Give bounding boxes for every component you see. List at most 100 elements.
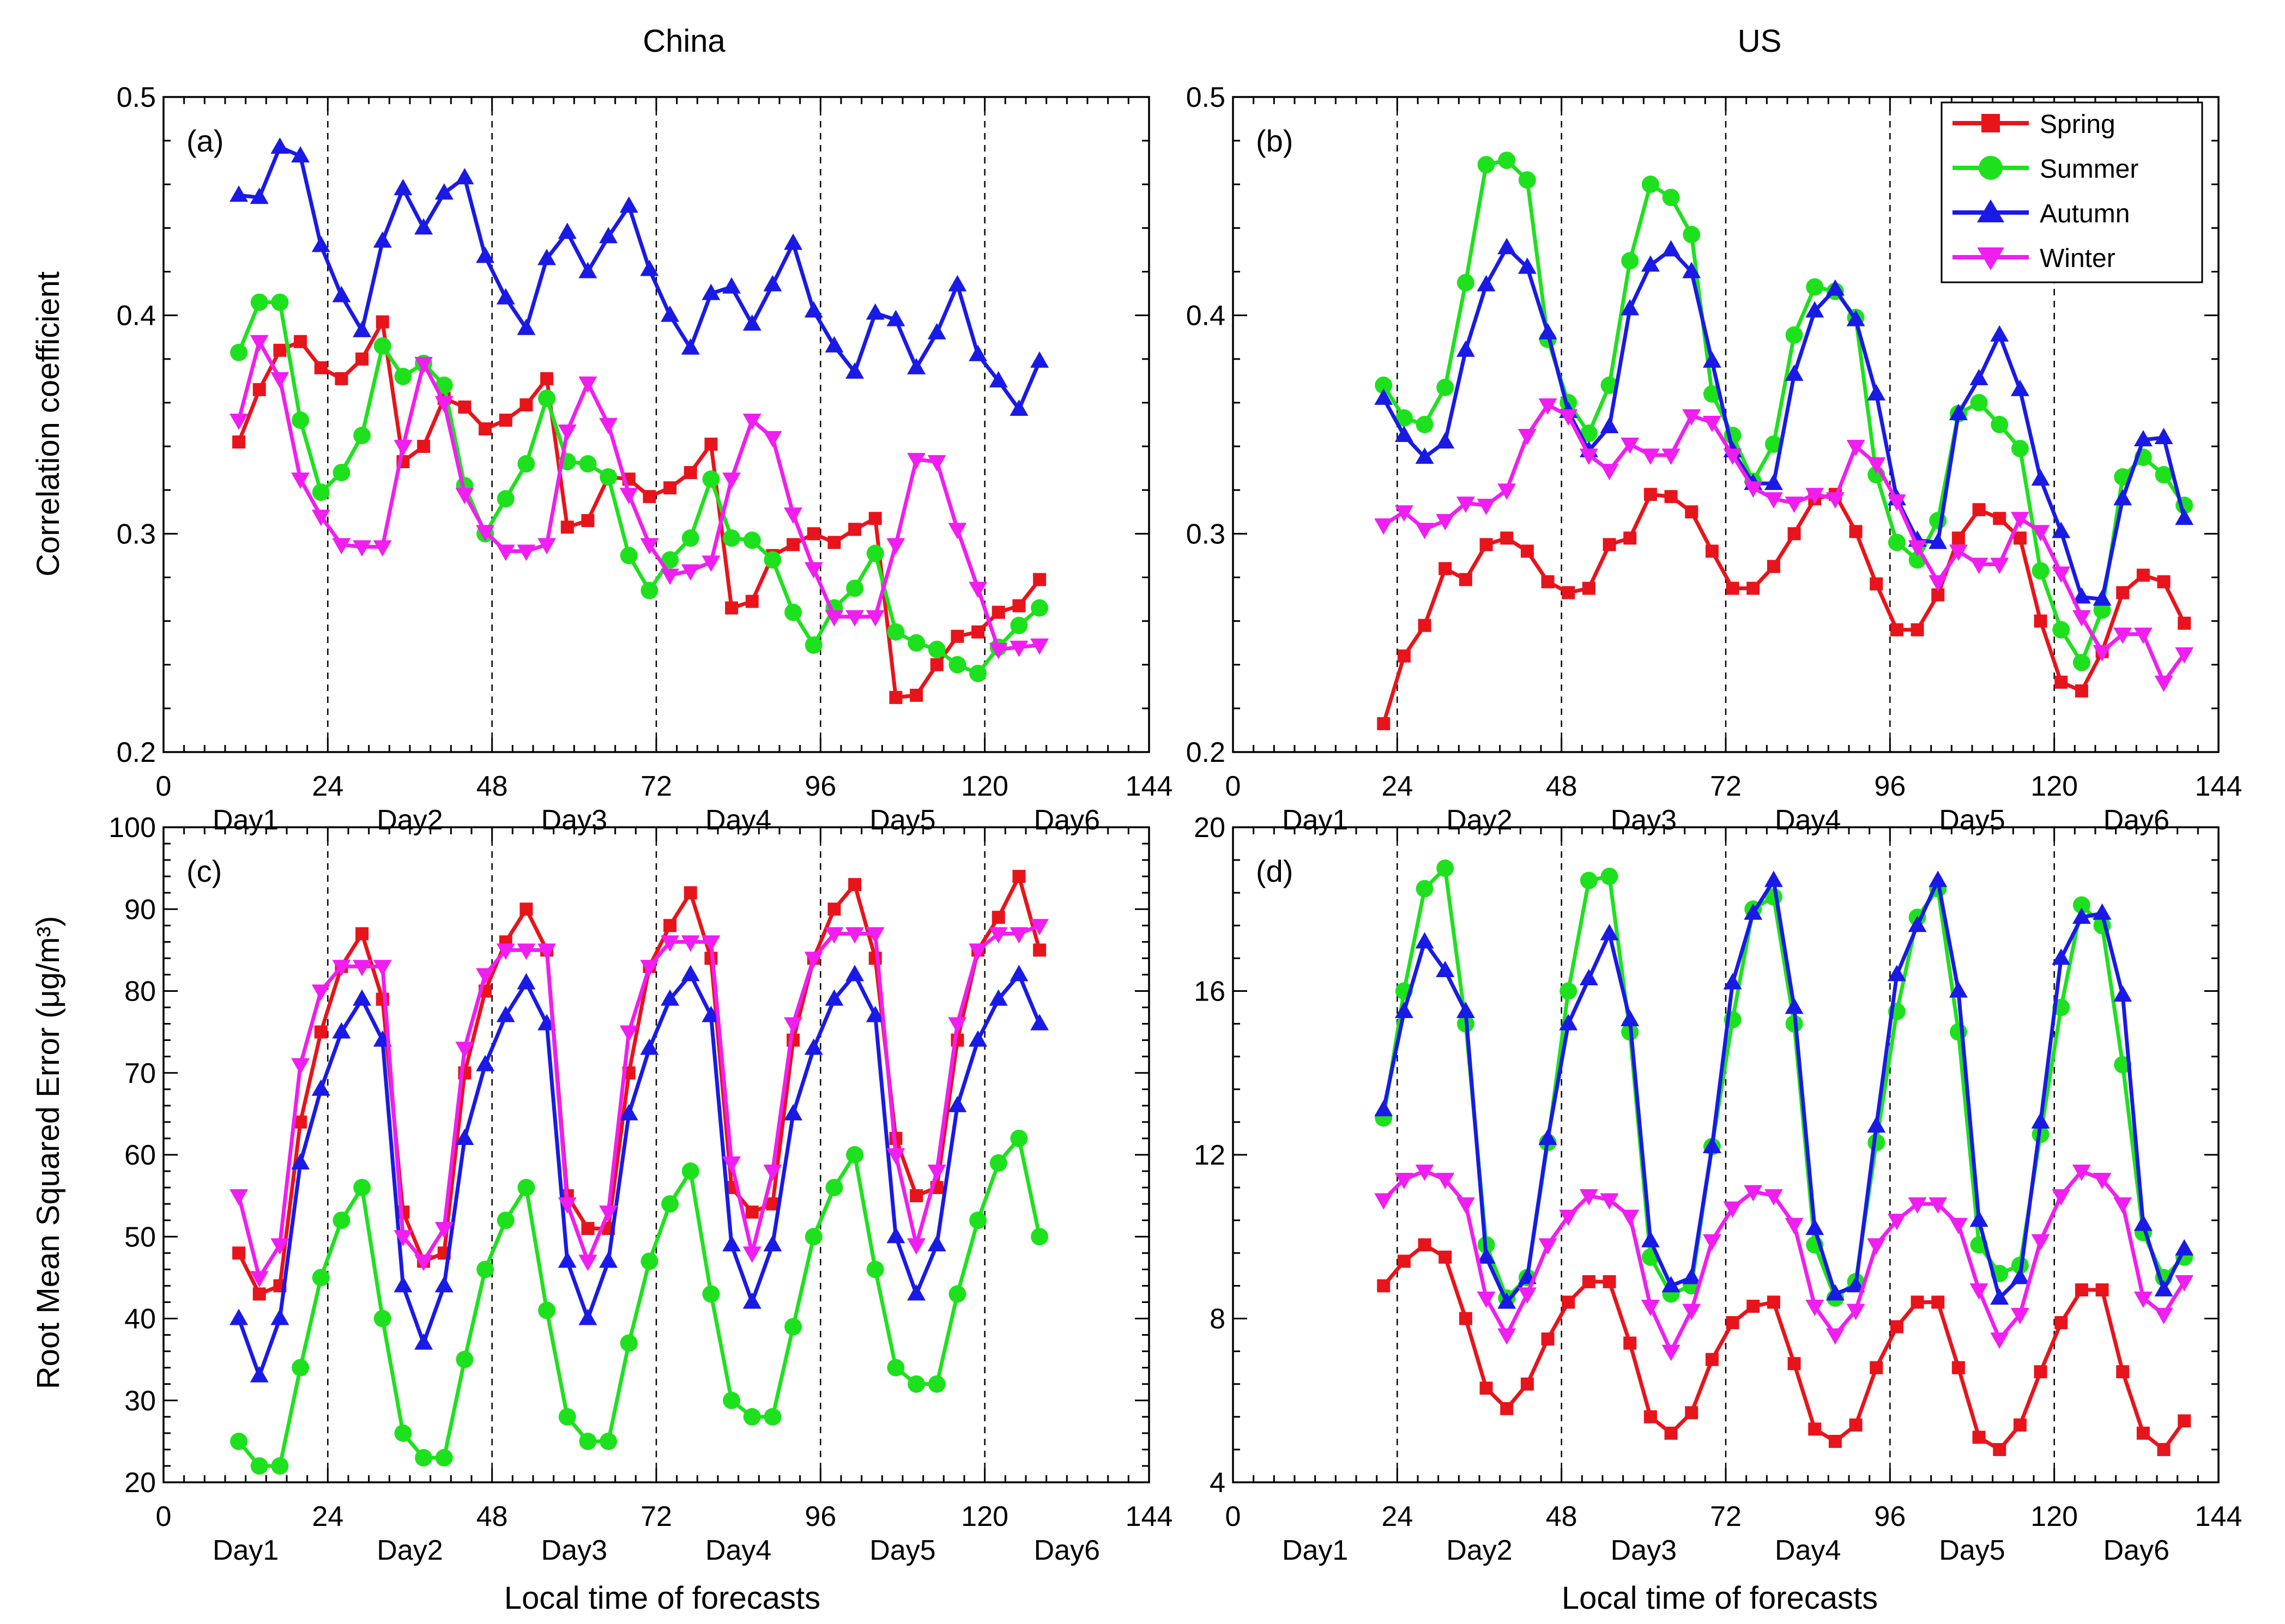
point-summer — [1416, 880, 1434, 898]
x-tick-label: 24 — [1381, 771, 1413, 802]
point-winter — [496, 943, 515, 960]
point-winter — [1702, 415, 1721, 432]
point-spring — [2054, 675, 2068, 689]
point-summer — [1498, 152, 1516, 169]
point-summer — [743, 1408, 761, 1426]
point-winter — [1374, 518, 1393, 535]
point-autumn — [763, 1235, 782, 1252]
point-spring — [314, 361, 328, 374]
point-spring — [2116, 1365, 2130, 1379]
point-winter — [1030, 638, 1049, 655]
point-winter — [927, 1165, 946, 1181]
y-tick-label: 8 — [1210, 1304, 1225, 1335]
point-spring — [1012, 599, 1026, 613]
point-spring — [1705, 1353, 1719, 1366]
point-autumn — [434, 1276, 454, 1293]
point-autumn — [1764, 474, 1783, 490]
point-summer — [1662, 189, 1680, 207]
point-winter — [763, 431, 782, 448]
x-tick-label: 72 — [1710, 771, 1742, 802]
point-autumn — [455, 168, 474, 185]
point-winter — [1846, 1304, 1865, 1320]
point-spring — [2095, 1283, 2109, 1296]
point-summer — [271, 293, 289, 311]
day-label: Day2 — [377, 1535, 443, 1566]
point-summer — [928, 640, 946, 658]
column-title-china: China — [643, 23, 726, 59]
point-summer — [1703, 385, 1721, 403]
point-spring — [1377, 1279, 1391, 1293]
point-winter — [1682, 1304, 1701, 1320]
point-autumn — [2093, 903, 2112, 920]
point-winter — [619, 488, 638, 505]
series-line-autumn — [237, 972, 1042, 1378]
point-spring — [1418, 1238, 1431, 1252]
x-tick-label: 0 — [156, 771, 172, 802]
point-winter — [2093, 1173, 2112, 1190]
point-autumn — [661, 305, 680, 322]
panel-c: 0 24 48 72 96 120 144 Day1 Day2 Day3 Day4 Day5 Day6 2… — [108, 812, 1172, 1566]
point-winter — [2072, 610, 2091, 627]
point-winter — [1641, 449, 1660, 465]
y-tick-label: 0.2 — [117, 737, 156, 768]
series-line-autumn — [238, 145, 1042, 411]
point-winter — [476, 968, 495, 985]
point-winter — [681, 564, 700, 581]
point-winter — [2052, 1189, 2071, 1206]
point-autumn — [1374, 1100, 1393, 1117]
point-summer — [2052, 621, 2070, 639]
point-spring — [1890, 623, 1903, 637]
point-winter — [1415, 523, 1434, 540]
point-spring — [1911, 623, 1924, 637]
point-winter — [434, 1222, 454, 1239]
point-summer — [415, 1449, 433, 1467]
legend: Spring Summer Autumn Winter — [1941, 101, 2203, 283]
point-winter — [1867, 457, 1886, 474]
point-winter — [1497, 1328, 1516, 1345]
point-autumn — [948, 275, 967, 292]
point-summer — [558, 1408, 576, 1426]
plot-frame — [162, 96, 1150, 753]
point-summer — [928, 1375, 946, 1393]
plot-frame — [162, 826, 1150, 1483]
y-tick-label: 0.3 — [1186, 518, 1225, 550]
point-spring — [2013, 531, 2027, 545]
point-summer — [476, 1261, 494, 1278]
point-summer — [2093, 601, 2111, 619]
point-autumn — [1949, 403, 1968, 420]
point-winter — [1600, 464, 1619, 481]
point-autumn — [373, 231, 392, 248]
point-winter — [332, 538, 351, 555]
point-spring — [1746, 581, 1760, 595]
point-summer — [805, 1228, 823, 1246]
x-tick-label: 96 — [805, 1501, 836, 1532]
x-tick-label: 96 — [1874, 771, 1906, 802]
y-tick-label: 4 — [1210, 1467, 1225, 1499]
y-tick-label: 0.5 — [117, 82, 156, 113]
point-winter — [1825, 1328, 1845, 1345]
point-winter — [1949, 1217, 1968, 1234]
y-tick-label: 0.5 — [1186, 82, 1225, 113]
point-autumn — [1825, 1284, 1845, 1301]
point-summer — [600, 1432, 618, 1450]
point-spring — [458, 400, 471, 414]
series-line-autumn — [1381, 878, 2186, 1304]
point-winter — [1929, 575, 1948, 592]
point-autumn — [784, 233, 803, 250]
point-winter — [1030, 919, 1049, 936]
point-summer — [764, 551, 782, 569]
point-summer — [517, 455, 535, 473]
point-autumn — [804, 301, 823, 318]
y-tick-label: 0.4 — [117, 300, 156, 332]
point-winter — [948, 523, 967, 540]
day-label: Day6 — [2103, 1535, 2169, 1566]
point-autumn — [681, 338, 700, 355]
point-spring — [335, 372, 348, 385]
point-spring — [1643, 1410, 1657, 1423]
point-winter — [1518, 429, 1537, 446]
point-spring — [1870, 1361, 1883, 1374]
point-autumn — [476, 246, 495, 263]
point-summer — [661, 551, 679, 569]
point-winter — [1661, 1344, 1680, 1361]
point-autumn — [2154, 1280, 2173, 1296]
